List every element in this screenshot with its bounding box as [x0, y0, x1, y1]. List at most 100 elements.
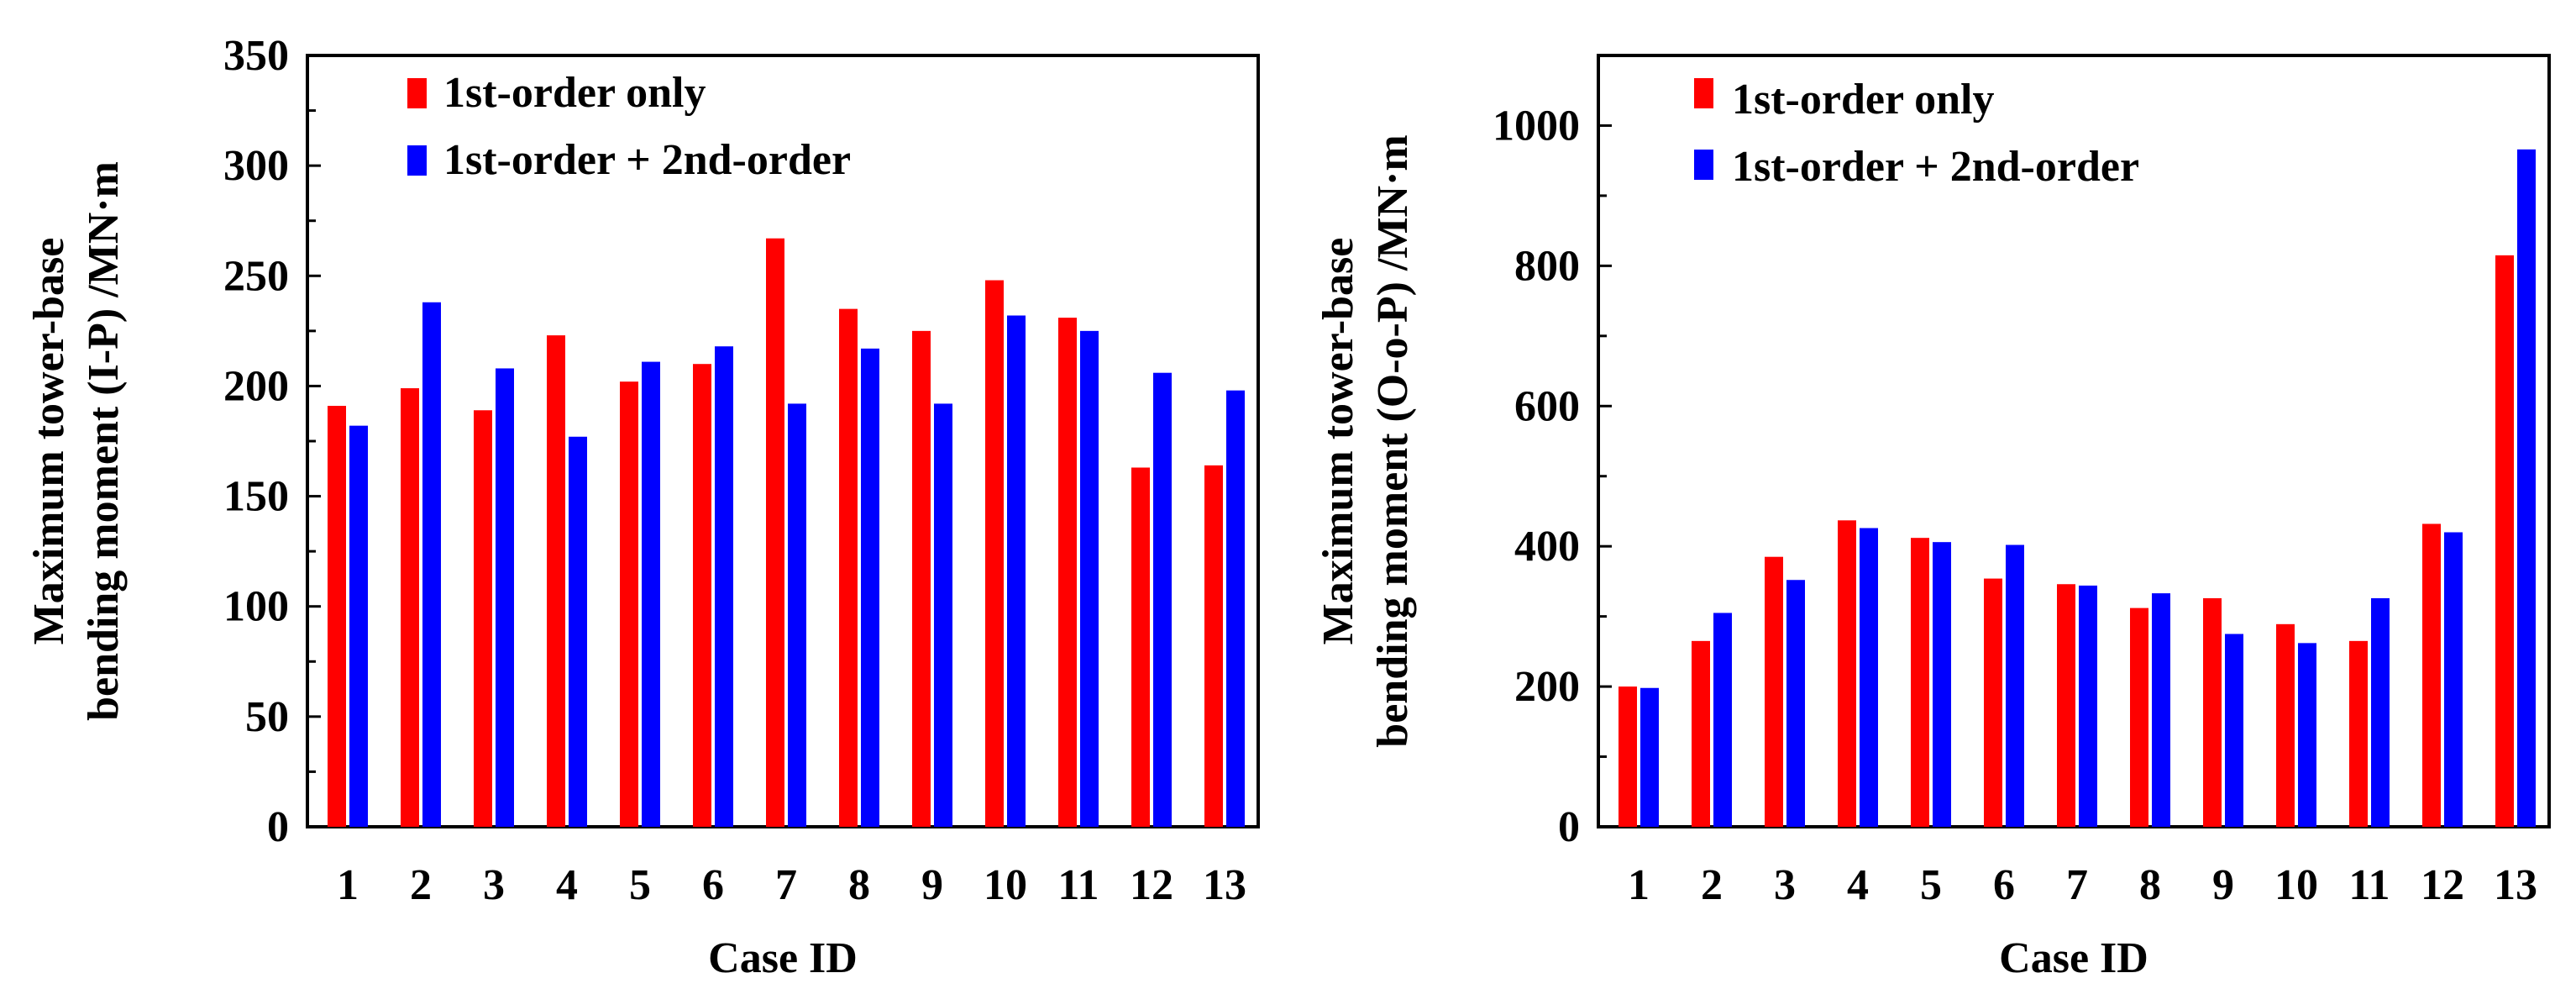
x-tick-label: 11 — [2348, 861, 2390, 909]
bar-case-13-first-order — [2495, 255, 2514, 827]
x-tick-label: 9 — [921, 861, 943, 909]
bar-case-11-first-order — [2349, 640, 2368, 827]
y-tick-label: 600 — [1514, 382, 1580, 430]
y-tick-label: 400 — [1514, 523, 1580, 571]
x-tick-label: 2 — [410, 861, 432, 909]
y-axis-title-line-2: bending moment (O-o-P) /MN·m — [1369, 134, 1417, 747]
bar-case-8-first-order — [2130, 607, 2148, 827]
bar-case-10-first-order — [2276, 623, 2295, 827]
legend-label-first-plus-second: 1st-order + 2nd-order — [443, 136, 851, 184]
bar-case-6-first-plus-second — [2006, 544, 2024, 827]
bar-case-12-first-order — [2422, 523, 2441, 827]
y-axis-title: Maximum tower-base bending moment (I-P) … — [25, 161, 128, 721]
y-axis-ticks: 0 50 100 150 200 250 300 350 — [223, 32, 321, 851]
x-tick-label: 7 — [2066, 861, 2088, 909]
bar-case-1-first-plus-second — [1640, 687, 1659, 827]
y-tick-label: 50 — [245, 693, 289, 741]
bar-case-4-first-order — [547, 335, 565, 827]
bar-case-13-first-plus-second — [2517, 149, 2536, 827]
bar-case-1-first-plus-second — [349, 425, 368, 827]
bar-case-10-first-plus-second — [1007, 315, 1026, 827]
legend: 1st-order only 1st-order + 2nd-order — [407, 69, 851, 184]
x-tick-label: 12 — [2421, 861, 2464, 909]
bar-group — [1619, 149, 2536, 827]
legend-swatch-first-order — [407, 78, 427, 108]
x-tick-label: 6 — [702, 861, 724, 909]
bar-case-5-first-plus-second — [642, 361, 660, 827]
bar-case-2-first-order — [1692, 640, 1710, 827]
bar-case-11-first-order — [1058, 318, 1077, 827]
legend-swatch-first-plus-second — [407, 145, 427, 176]
bar-case-3-first-plus-second — [496, 368, 514, 828]
bar-case-12-first-plus-second — [1153, 372, 1172, 828]
y-tick-label: 100 — [223, 583, 289, 631]
y-tick-label: 300 — [223, 142, 289, 190]
bar-case-12-first-plus-second — [2444, 532, 2463, 827]
x-tick-label: 11 — [1057, 861, 1099, 909]
x-tick-label: 10 — [984, 861, 1027, 909]
bar-case-7-first-order — [2057, 584, 2075, 827]
y-tick-label: 0 — [267, 803, 289, 851]
bar-case-6-first-order — [693, 364, 711, 827]
x-tick-label: 6 — [1993, 861, 2015, 909]
bar-case-9-first-plus-second — [934, 403, 952, 827]
bar-case-2-first-plus-second — [1713, 613, 1732, 827]
y-axis-title-line-1: Maximum tower-base — [1314, 238, 1362, 645]
legend-label-first-order: 1st-order only — [1732, 76, 1994, 124]
x-tick-label: 13 — [2494, 861, 2537, 909]
bar-case-6-first-plus-second — [715, 346, 733, 827]
bar-case-9-first-order — [2203, 597, 2222, 827]
bar-case-11-first-plus-second — [1080, 330, 1099, 827]
bar-group — [328, 238, 1245, 828]
legend-swatch-first-plus-second — [1694, 150, 1713, 180]
x-tick-label: 12 — [1130, 861, 1173, 909]
y-tick-label: 1000 — [1493, 102, 1580, 150]
x-tick-label: 1 — [1628, 861, 1650, 909]
bar-case-7-first-order — [766, 238, 784, 827]
x-axis-ticks: 1 2 3 4 5 6 7 8 9 10 11 12 13 — [1628, 861, 2537, 909]
bar-case-5-first-plus-second — [1933, 542, 1951, 827]
bar-case-7-first-plus-second — [2079, 585, 2097, 827]
x-tick-label: 13 — [1203, 861, 1246, 909]
legend-swatch-first-order — [1694, 78, 1713, 108]
bar-case-10-first-plus-second — [2298, 643, 2316, 827]
bar-case-7-first-plus-second — [788, 403, 806, 827]
x-tick-label: 1 — [337, 861, 359, 909]
y-axis-ticks: 0 200 400 600 800 1000 — [1493, 102, 1612, 851]
x-tick-label: 9 — [2212, 861, 2234, 909]
bar-case-8-first-order — [839, 308, 858, 828]
bar-case-1-first-order — [1619, 686, 1637, 827]
x-tick-label: 8 — [2139, 861, 2161, 909]
x-tick-label: 3 — [483, 861, 505, 909]
x-tick-label: 10 — [2274, 861, 2318, 909]
bar-case-12-first-order — [1131, 467, 1150, 827]
bar-case-3-first-order — [474, 410, 492, 827]
y-tick-label: 350 — [223, 32, 289, 80]
legend-label-first-plus-second: 1st-order + 2nd-order — [1732, 143, 2139, 191]
y-tick-label: 200 — [1514, 663, 1580, 711]
bar-case-13-first-order — [1204, 465, 1223, 827]
x-tick-label: 2 — [1701, 861, 1723, 909]
bar-case-6-first-order — [1984, 578, 2002, 827]
x-tick-label: 8 — [848, 861, 870, 909]
bar-case-9-first-plus-second — [2225, 634, 2243, 827]
legend: 1st-order only 1st-order + 2nd-order — [1694, 76, 2139, 191]
x-tick-label: 5 — [629, 861, 651, 909]
bar-case-11-first-plus-second — [2371, 597, 2390, 827]
bar-case-5-first-order — [620, 381, 638, 827]
bar-case-5-first-order — [1911, 538, 1929, 827]
bar-case-8-first-plus-second — [861, 348, 879, 828]
y-tick-label: 150 — [223, 473, 289, 521]
bar-case-13-first-plus-second — [1226, 390, 1245, 827]
x-tick-label: 3 — [1774, 861, 1796, 909]
bar-case-2-first-plus-second — [422, 302, 441, 827]
y-tick-label: 0 — [1558, 803, 1580, 851]
y-tick-label: 200 — [223, 362, 289, 410]
y-tick-label: 250 — [223, 252, 289, 300]
bar-case-8-first-plus-second — [2152, 593, 2170, 827]
legend-label-first-order: 1st-order only — [443, 69, 706, 117]
x-tick-label: 4 — [556, 861, 578, 909]
